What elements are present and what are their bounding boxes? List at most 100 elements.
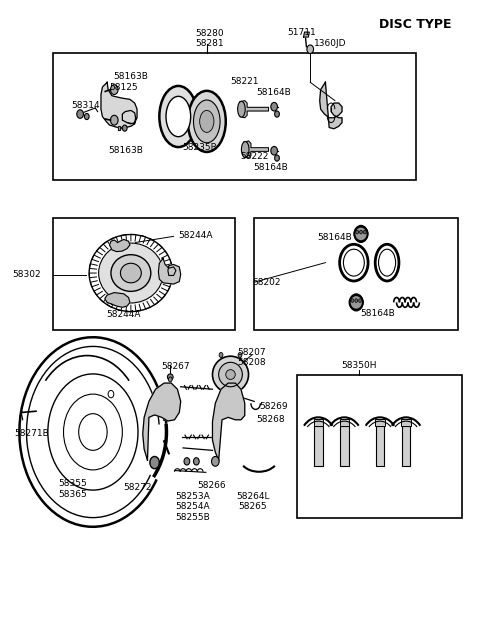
Ellipse shape	[200, 110, 214, 133]
Text: 58267: 58267	[162, 362, 190, 371]
Bar	[53, 53, 416, 180]
Ellipse shape	[111, 255, 151, 291]
Text: 58254A: 58254A	[175, 502, 210, 511]
Bar	[254, 218, 458, 330]
Circle shape	[354, 225, 368, 242]
Text: 58268: 58268	[256, 415, 285, 424]
Ellipse shape	[349, 295, 363, 310]
Circle shape	[363, 230, 366, 234]
Circle shape	[356, 230, 359, 234]
Ellipse shape	[213, 356, 249, 393]
Polygon shape	[143, 383, 180, 460]
Text: 58281: 58281	[195, 39, 224, 48]
Ellipse shape	[212, 457, 219, 466]
Text: 58163B: 58163B	[113, 72, 148, 81]
Ellipse shape	[188, 91, 226, 152]
Polygon shape	[105, 292, 130, 307]
Text: 58244A: 58244A	[107, 310, 141, 318]
Text: 51711: 51711	[288, 28, 316, 36]
Text: 58272: 58272	[124, 482, 152, 492]
Text: 58280: 58280	[195, 29, 224, 38]
Text: 1360JD: 1360JD	[314, 39, 347, 48]
Circle shape	[271, 146, 277, 155]
Circle shape	[360, 230, 362, 234]
Ellipse shape	[219, 362, 242, 387]
Ellipse shape	[226, 370, 235, 379]
Text: 58202: 58202	[252, 278, 280, 287]
Ellipse shape	[238, 101, 245, 117]
Circle shape	[349, 294, 363, 311]
Text: 58164B: 58164B	[253, 164, 288, 172]
Text: 58125: 58125	[109, 83, 138, 92]
Circle shape	[355, 299, 358, 302]
Bar	[376, 426, 384, 466]
Text: 58163B: 58163B	[108, 146, 144, 155]
Text: 58253A: 58253A	[175, 492, 210, 501]
Bar	[314, 426, 323, 466]
Text: 58208: 58208	[238, 358, 266, 367]
Ellipse shape	[159, 86, 197, 147]
Bar	[53, 218, 235, 330]
Polygon shape	[101, 82, 137, 128]
Circle shape	[238, 352, 242, 357]
Text: 58222: 58222	[240, 152, 268, 162]
Circle shape	[271, 102, 277, 111]
Ellipse shape	[150, 457, 159, 469]
Bar	[340, 419, 349, 426]
Circle shape	[110, 85, 118, 94]
Ellipse shape	[166, 96, 191, 137]
Text: 58164B: 58164B	[256, 88, 290, 96]
Text: 58269: 58269	[259, 402, 288, 411]
Circle shape	[84, 114, 89, 120]
Circle shape	[275, 155, 279, 161]
Polygon shape	[109, 239, 130, 252]
Text: 58164B: 58164B	[317, 233, 352, 242]
Ellipse shape	[168, 374, 173, 380]
Text: 58355: 58355	[59, 479, 87, 489]
Text: 58365: 58365	[59, 490, 87, 499]
Text: 58302: 58302	[12, 270, 41, 280]
Text: 58350H: 58350H	[341, 361, 376, 370]
Text: 58314: 58314	[72, 101, 100, 110]
Text: 58271B: 58271B	[14, 429, 49, 438]
Text: 58164B: 58164B	[360, 309, 395, 318]
Polygon shape	[158, 259, 180, 284]
Polygon shape	[240, 101, 268, 118]
Ellipse shape	[120, 263, 141, 283]
Text: 58266: 58266	[197, 481, 226, 491]
Ellipse shape	[98, 243, 163, 303]
Bar	[297, 375, 462, 518]
Circle shape	[184, 458, 190, 465]
Circle shape	[275, 111, 279, 117]
Circle shape	[110, 115, 118, 125]
Circle shape	[168, 377, 172, 382]
Bar	[402, 426, 410, 466]
Ellipse shape	[354, 226, 368, 241]
Text: 58264L: 58264L	[236, 492, 270, 501]
Ellipse shape	[241, 141, 249, 157]
Bar	[401, 419, 411, 426]
Polygon shape	[213, 383, 245, 460]
Polygon shape	[320, 82, 342, 129]
Circle shape	[219, 352, 223, 357]
Polygon shape	[118, 126, 120, 130]
Bar	[340, 426, 348, 466]
Circle shape	[307, 45, 313, 54]
Text: 58255B: 58255B	[175, 513, 210, 522]
Text: 58207: 58207	[238, 348, 266, 357]
Text: 58265: 58265	[239, 502, 267, 511]
Bar	[375, 419, 384, 426]
Text: 58235B: 58235B	[182, 143, 217, 152]
Text: 58221: 58221	[230, 77, 259, 86]
Circle shape	[359, 299, 361, 302]
Circle shape	[193, 458, 199, 465]
Circle shape	[77, 110, 84, 118]
Bar	[313, 419, 323, 426]
Polygon shape	[244, 141, 268, 158]
Circle shape	[351, 299, 354, 302]
Circle shape	[122, 125, 127, 131]
Text: DISC TYPE: DISC TYPE	[379, 19, 452, 31]
Text: 58244A: 58244A	[179, 231, 213, 239]
Ellipse shape	[193, 100, 220, 143]
Polygon shape	[303, 32, 309, 37]
